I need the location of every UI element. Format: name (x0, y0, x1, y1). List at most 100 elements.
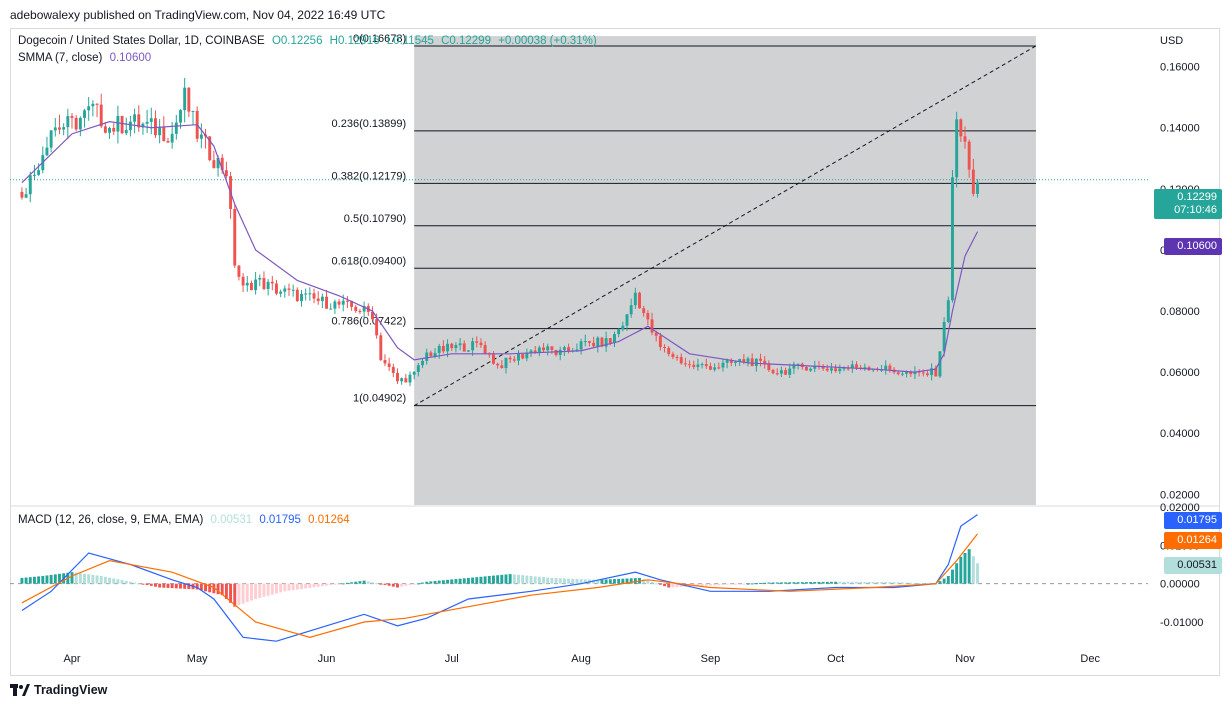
macd-hist-bar (775, 582, 779, 584)
macd-hist-bar (917, 583, 921, 585)
candle-body (708, 366, 712, 370)
macd-hist-bar (20, 577, 24, 584)
macd-hist-bar (487, 576, 491, 584)
macd-legend: MACD (12, 26, close, 9, EMA, EMA) 0.0053… (18, 514, 354, 526)
candle-body (462, 343, 466, 352)
candle-body (796, 363, 800, 365)
macd-hist-bar (270, 583, 274, 595)
candle-body (587, 341, 591, 343)
candle-body (825, 368, 829, 371)
macd-hist-bar (224, 583, 228, 599)
macd-hist-bar (308, 583, 312, 588)
macd-hist-bar (575, 578, 579, 584)
candle-body (325, 296, 329, 309)
candle-body (116, 115, 120, 132)
candle-body (249, 282, 253, 291)
candle-body (946, 300, 950, 322)
macd-hist-bar (696, 583, 700, 587)
candle-body (241, 276, 245, 286)
candle-body (834, 368, 838, 372)
candle-body (742, 359, 746, 363)
macd-hist-bar (441, 580, 445, 584)
macd-hist-bar (41, 576, 45, 584)
macd-hist-bar (942, 578, 946, 584)
macd-hist-bar (370, 582, 374, 584)
candle-body (738, 359, 742, 362)
macd-hist-bar (537, 576, 541, 584)
candle-body (583, 341, 587, 343)
candle-body (704, 364, 708, 367)
signal-line (21, 533, 978, 638)
macd-hist-bar (275, 583, 278, 594)
candle-body (437, 345, 441, 353)
macd-hist-bar (462, 578, 466, 584)
candle-body (262, 278, 266, 289)
x-tick-label: May (187, 653, 208, 665)
candle-body (216, 157, 220, 169)
candle-body (362, 306, 366, 312)
smma-value: 0.10600 (109, 52, 152, 64)
candle-body (70, 116, 74, 118)
macd-hist-bar (341, 583, 345, 585)
candle-body (521, 353, 525, 359)
candle-body (108, 127, 112, 133)
macd-hist-bar (245, 583, 249, 603)
macd-hist-bar (738, 583, 742, 585)
candle-body (370, 311, 374, 320)
macd-hist-bar (103, 576, 107, 584)
candle-body (320, 296, 324, 302)
candle-body (734, 361, 737, 363)
macd-hist-bar (241, 583, 245, 604)
candle-body (258, 278, 262, 280)
macd-hist-bar (671, 583, 675, 588)
macd-hist-bar (667, 583, 671, 588)
macd-hist-bar (229, 583, 233, 603)
candle-body (575, 349, 579, 351)
candle-body (291, 289, 295, 291)
candle-body (83, 110, 86, 118)
candle-body (688, 364, 692, 366)
macd-hist-bar (249, 583, 253, 601)
macd-hist-bar (212, 583, 216, 594)
y-tick-label: 0.06000 (1160, 367, 1200, 379)
y-tick-label: 0.16000 (1160, 62, 1200, 74)
macd-hist-bar (608, 579, 612, 584)
x-tick-label: Nov (955, 653, 975, 665)
y-tick-label: 0.14000 (1160, 123, 1200, 135)
candle-body (658, 335, 662, 348)
candle-body (542, 347, 545, 351)
macd-hist-bar (329, 583, 333, 586)
tradingview-logo[interactable]: TradingView (10, 683, 107, 697)
macd-hist-bar (600, 579, 604, 584)
macd-hist-bar (354, 581, 358, 584)
candle-body (500, 365, 504, 369)
macd-hist-bar (533, 576, 537, 584)
macd-hist-bar (759, 582, 762, 584)
candle-body (888, 365, 892, 370)
macd-hist-bar (558, 578, 562, 584)
candle-body (529, 350, 533, 354)
candle-body (454, 345, 458, 349)
candle-body (642, 308, 646, 314)
candle-body (900, 373, 904, 375)
macd-hist-bar (208, 583, 212, 593)
signal-price-tag: 0.01264 (1164, 532, 1222, 549)
candle-body (137, 114, 141, 128)
macd-hist-bar (158, 583, 162, 588)
candle-body (604, 338, 608, 347)
candle-body (846, 368, 850, 370)
macd-hist-bar (337, 583, 341, 585)
macd-hist-bar (78, 573, 82, 584)
macd-hist-bar (867, 581, 871, 584)
candle-body (942, 321, 946, 352)
candle-body (37, 170, 41, 175)
candle-body (466, 350, 470, 352)
currency-label: USD (1160, 35, 1183, 47)
symbol-legend: Dogecoin / United States Dollar, 1D, COI… (18, 35, 597, 47)
macd-hist-bar (412, 583, 416, 585)
candle-body (124, 130, 128, 134)
macd-hist-bar (254, 583, 258, 599)
bar-countdown: 07:10:46 (1174, 204, 1217, 216)
macd-hist-bar (266, 583, 270, 596)
